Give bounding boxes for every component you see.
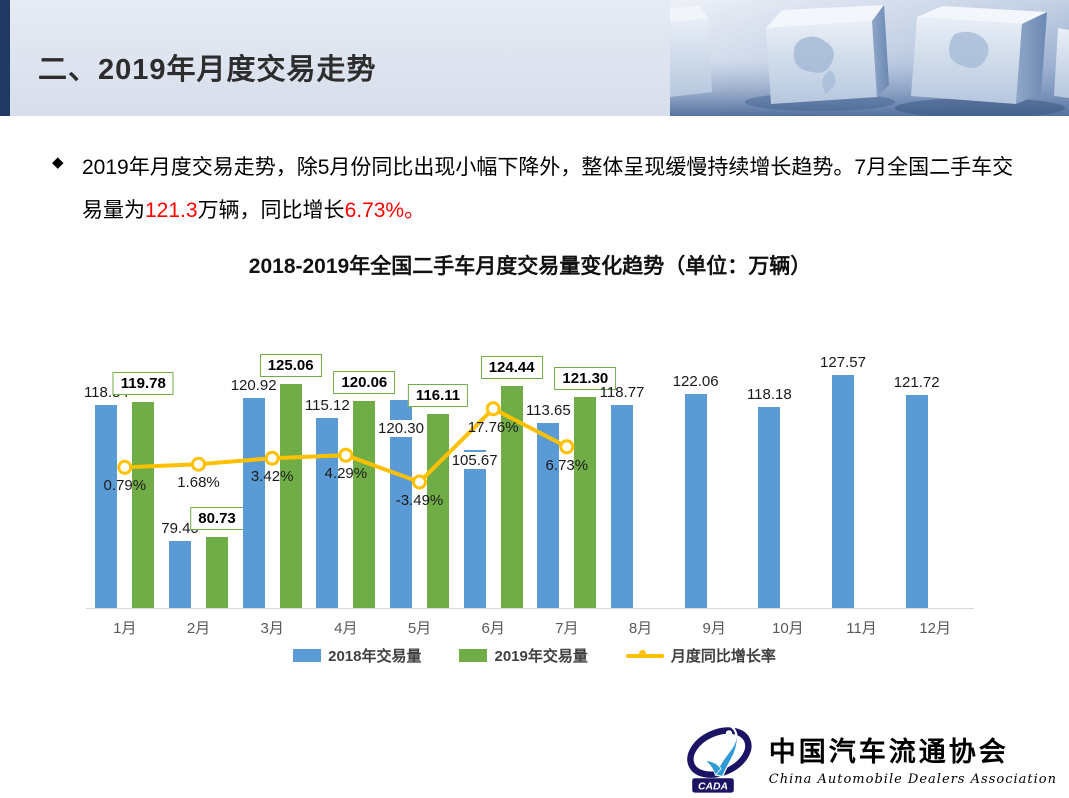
growth-marker — [191, 456, 206, 472]
bar-2018-value: 127.57 — [820, 353, 866, 371]
bullet-highlight: 121.3 — [145, 199, 198, 223]
x-tick-label: 7月 — [555, 620, 579, 637]
growth-value: -3.49% — [395, 492, 444, 509]
legend-item-2018: 2018年交易量 — [293, 645, 421, 666]
growth-value: 1.68% — [177, 474, 220, 492]
bar-2018-value: 120.30 — [377, 420, 425, 437]
bar-2018-value: 105.67 — [450, 452, 499, 470]
growth-marker — [559, 439, 575, 455]
bullet-segment: 万辆，同比增长 — [197, 199, 345, 223]
growth-marker — [117, 459, 133, 475]
bar-2019 — [427, 414, 449, 608]
header-cubes-image — [670, 0, 1069, 116]
bar-2018 — [611, 405, 633, 608]
plot-area: 118.84 119.78 79.40 80.73 120.92 125.06 115.12… — [84, 332, 972, 608]
legend-item-2019: 2019年交易量 — [459, 645, 588, 666]
bar-2018 — [832, 374, 854, 608]
growth-value: 6.73% — [545, 456, 589, 474]
bar-2018-value: 79.40 — [161, 520, 199, 538]
growth-value: 3.42% — [250, 468, 294, 486]
bar-2019-value: 121.30 — [554, 366, 617, 390]
chart-legend: 2018年交易量 2019年交易量 月度同比增长率 — [0, 645, 1069, 666]
bar-2019-value: 119.78 — [112, 371, 174, 395]
growth-marker — [338, 447, 354, 463]
x-tick-label: 10月 — [771, 620, 804, 637]
bar-2019-value: 125.06 — [259, 353, 322, 377]
cada-emblem-icon: CADA — [687, 724, 752, 793]
growth-marker — [485, 401, 501, 417]
logo-name-cn: 中国汽车流通协会 — [768, 737, 1009, 768]
bullet-highlight: 6.73%。 — [344, 199, 426, 223]
bar-2019 — [353, 400, 376, 608]
bar-2018-value: 118.18 — [746, 386, 792, 404]
bar-2019 — [279, 383, 302, 608]
legend-label: 2018年交易量 — [328, 648, 422, 665]
bar-2019 — [132, 401, 155, 608]
x-tick-label: 12月 — [919, 620, 951, 637]
bar-2018 — [537, 422, 560, 608]
bar-2019 — [574, 396, 597, 608]
x-tick-label: 2月 — [186, 620, 211, 637]
bar-2018-value: 113.65 — [525, 401, 571, 419]
bar-2019 — [500, 385, 523, 608]
bullet-diamond-icon: ◆ — [52, 154, 64, 171]
logo-name-en: China Automobile Dealers Association — [768, 772, 1057, 787]
header-accent-bar — [0, 0, 10, 116]
legend-bar-swatch-icon — [293, 649, 322, 662]
legend-line-marker — [638, 650, 646, 657]
growth-marker — [412, 474, 427, 490]
bar-2018-value: 120.92 — [230, 376, 277, 394]
chart-title: 2018-2019年全国二手车月度交易量变化趋势（单位：万辆） — [248, 255, 812, 278]
legend-item-growth: 月度同比增长率 — [625, 645, 776, 666]
logo-text: 中国汽车流通协会 China Automobile Dealers Associ… — [769, 722, 1057, 787]
x-tick-label: 11月 — [846, 620, 877, 637]
bar-2018-value: 115.12 — [304, 396, 350, 414]
cada-logo: CADA 中国汽车流通协会 China Automobile Dealers A… — [681, 722, 1057, 796]
bar-2018 — [758, 407, 781, 608]
slide-header: 二、2019年月度交易走势 — [0, 0, 1069, 116]
bar-2018 — [905, 395, 928, 608]
bar-2018-value: 121.72 — [893, 374, 940, 392]
x-tick-label: 4月 — [334, 620, 358, 637]
bar-2019-value: 116.11 — [407, 384, 469, 408]
bullet-row: ◆ 2019年月度交易走势，除5月份同比出现小幅下降外，整体呈现缓慢持续增长趋势… — [52, 146, 1027, 232]
bar-2018-value: 122.06 — [672, 372, 719, 390]
x-tick-label: 8月 — [628, 620, 653, 637]
bar-2019-value: 124.44 — [480, 355, 543, 379]
x-axis-labels: 1月 2月 3月 4月 5月 6月 7月 8月 9月 10月 11月 12月 — [88, 617, 972, 637]
bar-2018 — [316, 417, 339, 608]
growth-value: 0.79% — [103, 477, 147, 495]
bullet-segment: 2019年月度交易走势，除5月份同比出现小幅下降外，整体呈现缓慢持续增长趋势。7… — [82, 156, 1014, 223]
bar-2018 — [169, 541, 191, 608]
legend-label: 2019年交易量 — [494, 648, 588, 665]
x-tick-label: 9月 — [702, 620, 726, 637]
bar-2018 — [684, 393, 707, 608]
bar-2019-value: 80.73 — [190, 506, 244, 530]
x-axis-line — [86, 608, 974, 609]
x-tick-label: 3月 — [260, 620, 284, 637]
page-title: 二、2019年月度交易走势 — [38, 54, 377, 86]
legend-line-swatch-icon — [625, 649, 664, 662]
legend-label: 月度同比增长率 — [670, 648, 776, 665]
bar-2018-value: 118.77 — [599, 384, 645, 402]
growth-marker — [264, 450, 280, 466]
bullet-text: 2019年月度交易走势，除5月份同比出现小幅下降外，整体呈现缓慢持续增长趋势。7… — [82, 146, 1027, 232]
x-tick-label: 5月 — [407, 620, 432, 637]
growth-value: 17.76% — [467, 418, 519, 436]
legend-bar-swatch-icon — [459, 649, 488, 662]
bar-2019 — [206, 536, 228, 608]
bar-2018 — [390, 400, 412, 608]
growth-value: 4.29% — [324, 465, 368, 483]
cada-acronym: CADA — [698, 781, 728, 792]
x-tick-label: 1月 — [113, 620, 137, 637]
growth-line-layer — [117, 401, 575, 490]
bar-2018 — [463, 450, 486, 608]
x-tick-label: 6月 — [481, 620, 505, 637]
bar-2018 — [95, 405, 118, 608]
bar-2018 — [242, 397, 265, 608]
bar-2019-value: 120.06 — [333, 370, 396, 394]
